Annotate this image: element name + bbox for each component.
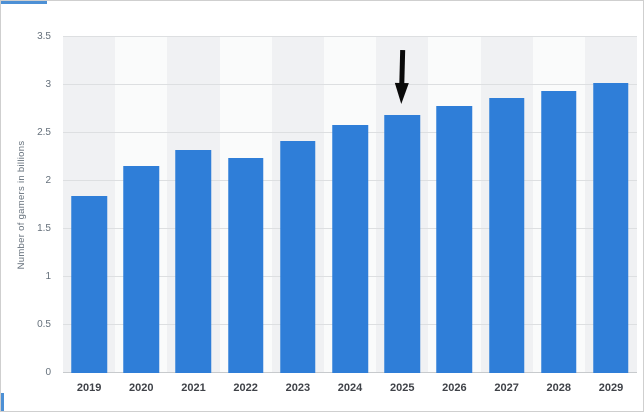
bar-2021[interactable] — [175, 150, 212, 373]
x-tick-label: 2021 — [181, 382, 206, 394]
y-tick-label: 0 — [45, 367, 51, 378]
bar-column-2020: 2020 — [115, 37, 168, 394]
bar-2028[interactable] — [541, 90, 577, 373]
bar-2019[interactable] — [71, 196, 107, 373]
screen-edge-artifact-bottom-left — [1, 393, 4, 411]
screen-edge-artifact-top-left — [1, 1, 47, 4]
y-tick-label: 3 — [45, 79, 51, 90]
bar-column-2025: 2025 — [376, 37, 429, 394]
y-axis-ticks: 0 0.5 1 1.5 2 2.5 3 3.5 — [1, 32, 57, 378]
y-tick-label: 0.5 — [37, 319, 51, 330]
x-tick-label: 2024 — [337, 382, 363, 394]
bar-column-2023: 2023 — [271, 37, 324, 394]
x-tick-label: 2029 — [598, 382, 624, 394]
bar-2022[interactable] — [227, 157, 264, 373]
bar-2024[interactable] — [332, 125, 368, 373]
x-tick-label: 2022 — [233, 382, 258, 394]
x-tick-label: 2027 — [494, 382, 519, 394]
y-tick-label: 3.5 — [37, 31, 51, 42]
bar-2025[interactable] — [384, 114, 420, 373]
y-tick-label: 1.5 — [37, 223, 51, 234]
plot-area: 2019 2020 2021 2022 2023 2024 2025 2026 2027 2028… — [63, 36, 638, 394]
bar-2029[interactable] — [593, 83, 629, 373]
x-tick-label: 2023 — [285, 382, 311, 394]
y-tick-label: 1 — [45, 271, 51, 282]
x-tick-label: 2019 — [76, 382, 102, 394]
bar-column-2019: 2019 — [63, 37, 116, 394]
y-tick-label: 2.5 — [37, 127, 51, 138]
bar-column-2028: 2028 — [532, 37, 585, 394]
bar-column-2022: 2022 — [219, 37, 272, 394]
bar-column-2026: 2026 — [428, 37, 481, 394]
bar-2020[interactable] — [123, 165, 160, 373]
bar-column-2024: 2024 — [323, 37, 377, 394]
x-tick-label: 2025 — [389, 382, 415, 394]
y-tick-label: 2 — [45, 175, 51, 186]
bar-2023[interactable] — [280, 140, 316, 373]
bar-columns: 2019 2020 2021 2022 2023 2024 2025 2026 2027 2028… — [63, 37, 638, 394]
x-tick-label: 2026 — [442, 382, 467, 394]
bar-column-2021: 2021 — [167, 37, 220, 394]
bar-2027[interactable] — [488, 98, 525, 373]
x-tick-label: 2028 — [546, 382, 572, 394]
bar-column-2029: 2029 — [584, 37, 638, 394]
bar-2026[interactable] — [436, 106, 473, 373]
x-tick-label: 2020 — [129, 382, 154, 394]
down-arrow-icon — [392, 47, 412, 105]
bar-column-2027: 2027 — [480, 37, 533, 394]
